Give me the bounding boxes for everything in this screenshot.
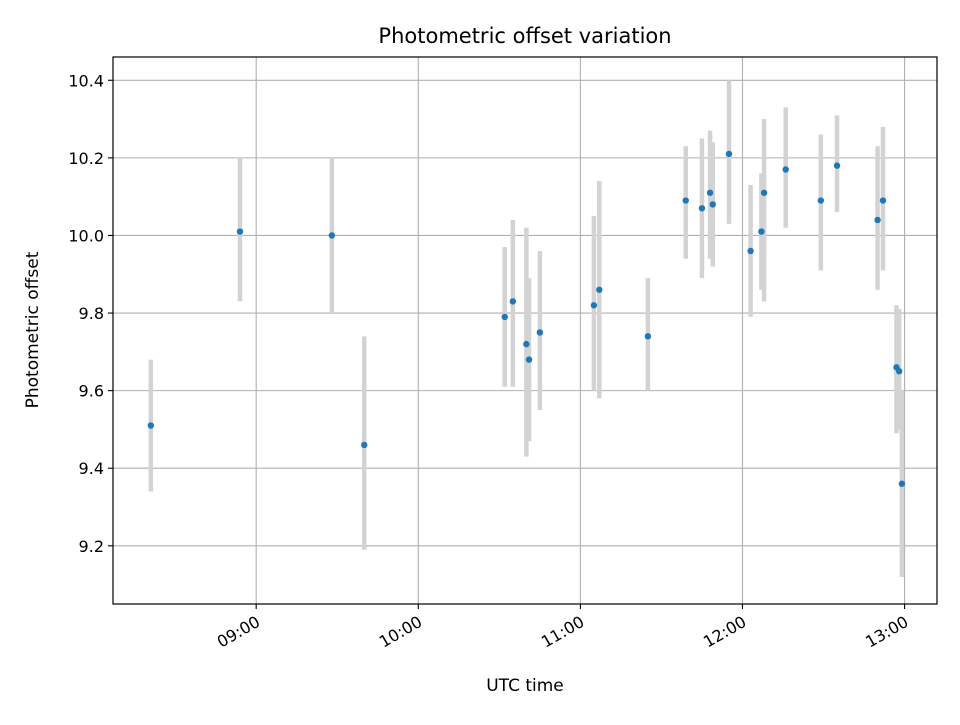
data-point bbox=[709, 201, 716, 208]
data-point bbox=[509, 298, 517, 305]
data-point bbox=[147, 422, 155, 429]
y-axis-ticks: 9.2 9.4 9.6 9.8 10.0 10.2 10.4 bbox=[68, 71, 113, 556]
data-point bbox=[895, 368, 903, 375]
data-point bbox=[682, 197, 689, 204]
data-point bbox=[706, 189, 714, 196]
plot-frame bbox=[112, 56, 938, 605]
data-point bbox=[644, 333, 652, 340]
y-tick-label: 9.4 bbox=[79, 459, 104, 478]
data-point bbox=[536, 329, 544, 336]
chart-title: Photometric offset variation bbox=[378, 24, 671, 48]
data-point bbox=[236, 228, 244, 235]
data-point bbox=[523, 340, 530, 348]
data-points bbox=[147, 150, 906, 487]
y-tick-label: 9.8 bbox=[79, 304, 104, 323]
y-tick-label: 10.0 bbox=[68, 226, 104, 245]
data-point bbox=[879, 197, 887, 204]
y-tick-label: 9.6 bbox=[79, 382, 104, 401]
data-point bbox=[833, 162, 841, 169]
data-point bbox=[698, 205, 706, 212]
data-point bbox=[782, 166, 789, 173]
y-tick-label: 9.2 bbox=[79, 537, 104, 556]
data-point bbox=[898, 480, 906, 487]
data-point bbox=[760, 189, 768, 196]
data-point bbox=[758, 228, 765, 235]
data-point bbox=[590, 302, 598, 309]
data-point bbox=[361, 441, 368, 449]
y-axis-label: Photometric offset bbox=[23, 251, 43, 408]
data-point bbox=[525, 356, 533, 363]
x-axis-label: UTC time bbox=[486, 676, 564, 696]
data-point bbox=[817, 197, 825, 204]
y-tick-label: 10.4 bbox=[68, 71, 104, 90]
data-point bbox=[328, 232, 336, 239]
data-point bbox=[596, 286, 603, 293]
data-point bbox=[501, 313, 508, 321]
data-point bbox=[725, 150, 733, 158]
y-tick-label: 10.2 bbox=[68, 149, 104, 168]
data-point bbox=[747, 247, 754, 255]
data-point bbox=[874, 216, 881, 224]
